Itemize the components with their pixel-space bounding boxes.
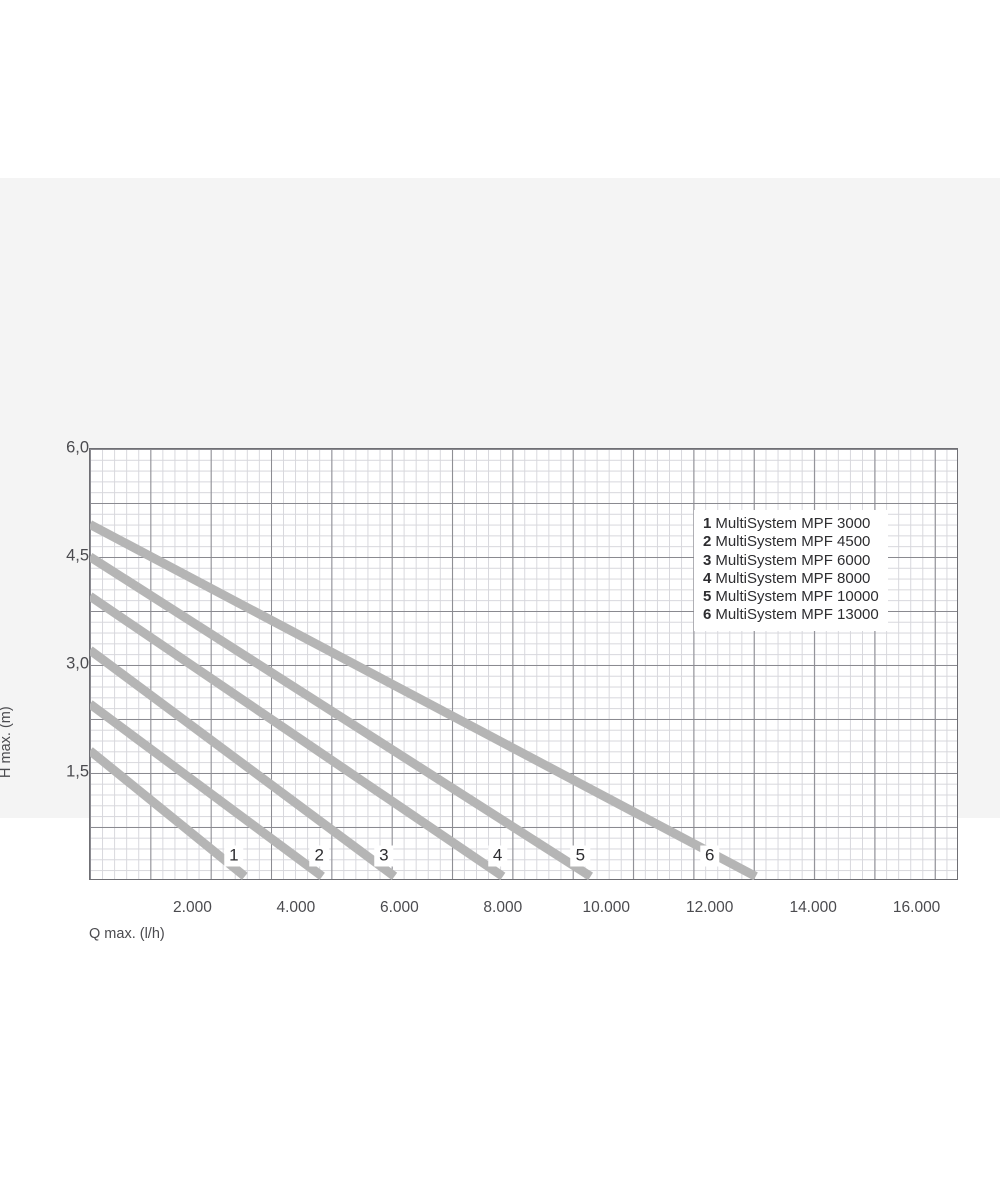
curve-line bbox=[90, 747, 248, 880]
legend-entry-number: 5 bbox=[703, 588, 712, 606]
legend-entry: 1 MultiSystem MPF 3000 bbox=[703, 515, 879, 533]
curve-number-label: 5 bbox=[570, 845, 591, 867]
y-axis-title: H max. (m) bbox=[0, 706, 14, 778]
x-tick-label: 10.000 bbox=[582, 899, 630, 916]
curve-line bbox=[90, 592, 506, 880]
legend-entry-label: MultiSystem MPF 8000 bbox=[715, 569, 871, 587]
x-tick-label: 14.000 bbox=[789, 899, 837, 916]
legend-entry-number: 2 bbox=[703, 533, 712, 551]
legend-entry-label: MultiSystem MPF 6000 bbox=[715, 551, 871, 569]
legend-entry-number: 3 bbox=[703, 551, 712, 569]
curve-line bbox=[90, 520, 758, 880]
y-tick-label: 6,0 bbox=[66, 438, 89, 457]
legend-entry-number: 4 bbox=[703, 569, 712, 587]
legend-entry: 3 MultiSystem MPF 6000 bbox=[703, 552, 879, 570]
legend-entry-number: 6 bbox=[703, 606, 712, 624]
x-tick-label: 16.000 bbox=[892, 899, 941, 916]
x-tick-label: 2.000 bbox=[173, 899, 212, 916]
curve-number-label: 1 bbox=[224, 845, 244, 867]
curve-series-group bbox=[90, 520, 758, 880]
x-tick-label: 4.000 bbox=[276, 899, 316, 916]
legend-entry: 6 MultiSystem MPF 13000 bbox=[703, 606, 879, 624]
curve-number-label: 3 bbox=[374, 845, 394, 867]
legend-entry-label: MultiSystem MPF 3000 bbox=[715, 515, 871, 532]
curve-number-label: 6 bbox=[699, 845, 720, 867]
legend-entry-number: 1 bbox=[703, 515, 712, 532]
x-tick-label: 8.000 bbox=[483, 899, 523, 916]
y-tick-label: 1,5 bbox=[66, 762, 89, 781]
legend-entry: 4 MultiSystem MPF 8000 bbox=[703, 570, 879, 588]
x-tick-label: 6.000 bbox=[379, 899, 419, 916]
y-tick-label: 4,5 bbox=[66, 546, 89, 565]
legend-entry-label: MultiSystem MPF 13000 bbox=[715, 606, 879, 624]
y-tick-label: 3,0 bbox=[66, 654, 89, 673]
curve-number-label: 4 bbox=[487, 845, 508, 867]
chart-panel: H max. (m) Q max. (l/h) 6,0 4,5 3,0 1,5 2.0… bbox=[0, 178, 1000, 942]
legend-entry: 5 MultiSystem MPF 10000 bbox=[703, 588, 879, 606]
curve-line bbox=[90, 700, 325, 880]
curve-line bbox=[90, 552, 593, 880]
y-axis-tick-labels: 6,0 4,5 3,0 1,5 bbox=[19, 178, 89, 1178]
legend-entry: 2 MultiSystem MPF 4500 bbox=[703, 533, 879, 551]
legend-entry-label: MultiSystem MPF 4500 bbox=[715, 533, 871, 551]
legend-entry-label: MultiSystem MPF 10000 bbox=[715, 588, 879, 606]
x-tick-label: 12.000 bbox=[685, 899, 734, 916]
chart-legend: 1 MultiSystem MPF 3000 2 MultiSystem MPF 45… bbox=[694, 510, 888, 631]
curve-number-label: 2 bbox=[309, 845, 329, 867]
x-axis-title: Q max. (l/h) bbox=[89, 926, 165, 942]
curve-line bbox=[90, 646, 398, 880]
